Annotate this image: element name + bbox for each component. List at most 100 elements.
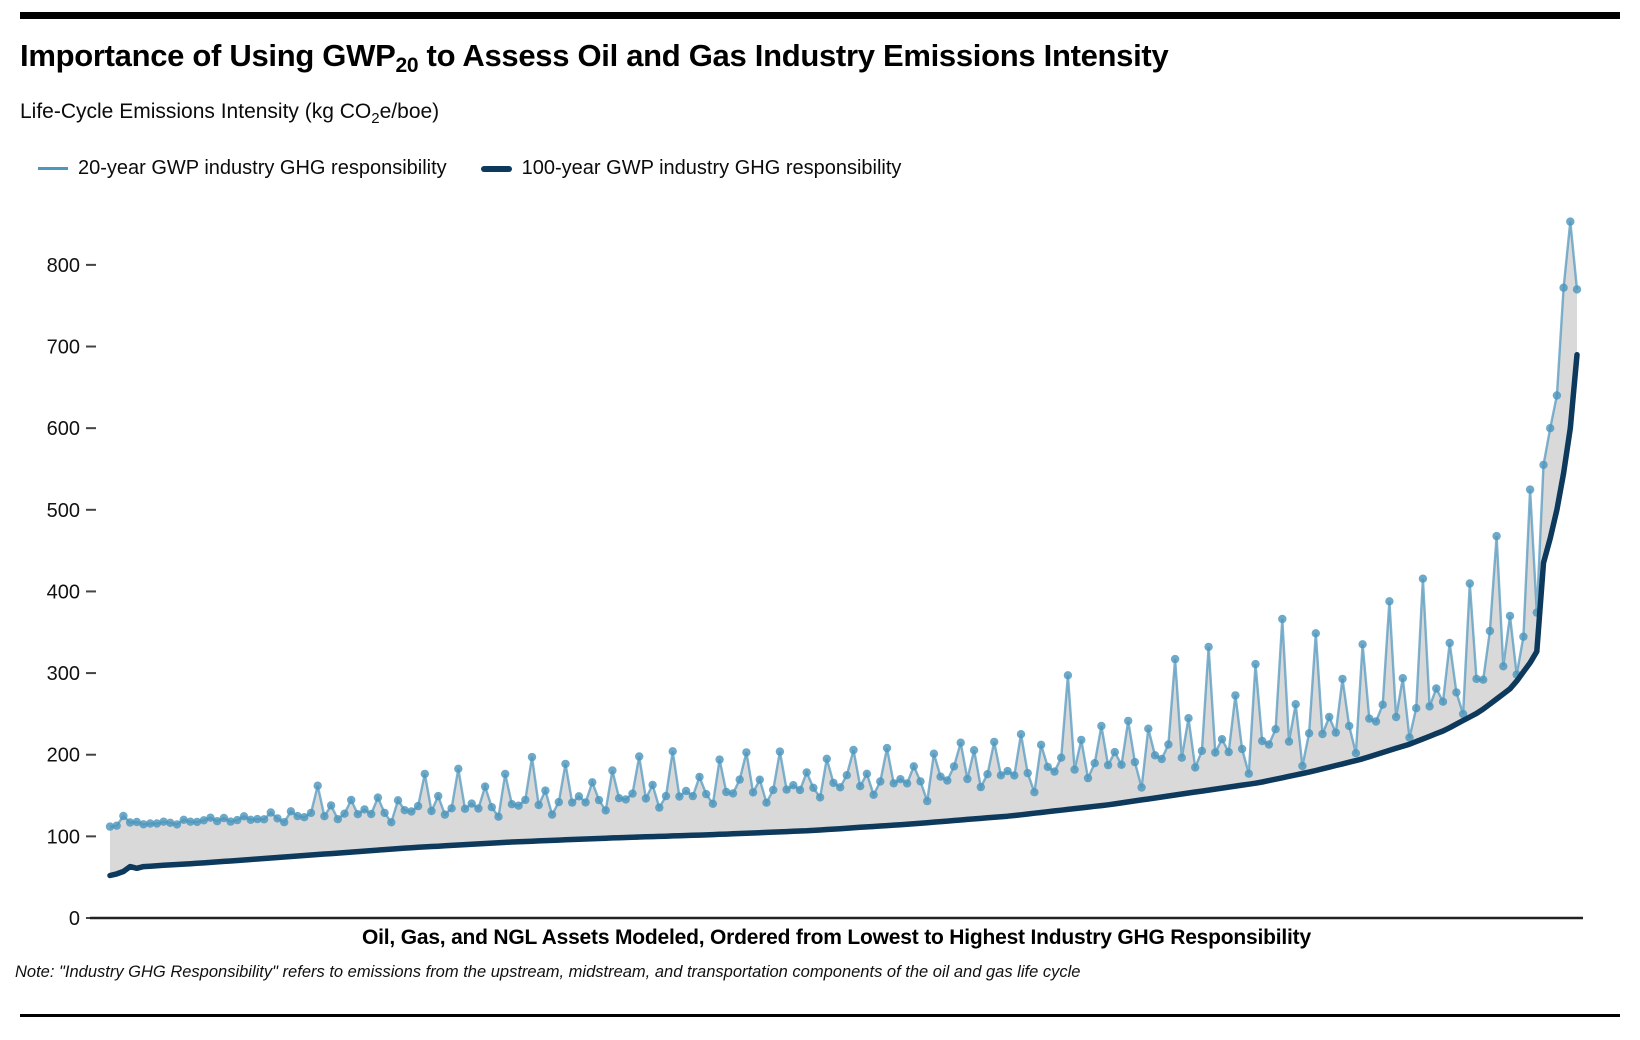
gwp20-marker [1298,761,1307,771]
gwp20-marker [313,781,322,790]
gwp20-marker [105,822,115,831]
y-tick-label: 600 [47,418,80,440]
gwp20-marker [1566,217,1575,226]
gwp20-marker [1258,736,1267,746]
gwp20-marker [199,816,208,825]
gwp20-marker [1271,725,1280,734]
gwp20-marker [949,762,959,771]
gwp20-marker [862,769,872,778]
gwp100-line-swatch-icon [480,165,512,172]
gwp20-marker [956,738,965,747]
gwp20-marker [440,810,450,819]
gwp20-marker [996,771,1006,780]
legend-label-gwp20: 20-year GWP industry GHG responsibility [78,157,447,179]
gwp20-marker [943,776,952,785]
y-tick-label: 300 [47,663,80,685]
gwp20-marker [1412,704,1421,713]
gwp20-marker [1117,760,1126,769]
gwp20-marker [320,812,329,821]
gwp20-marker [869,790,878,799]
gwp20-marker [1432,684,1441,693]
gwp20-marker [1170,654,1180,664]
gwp20-marker [568,798,577,807]
gwp20-marker [266,808,275,817]
gwp20-marker [1438,697,1448,706]
gwp20-marker [1036,740,1046,749]
gwp20-marker [501,769,510,779]
legend-item-gwp100: 100-year GWP industry GHG responsibility [480,157,901,180]
gwp20-marker [856,782,865,791]
gwp20-marker [1572,285,1582,294]
gwp20-marker [1311,629,1321,638]
gwp20-marker [1231,691,1240,700]
gwp20-marker [681,786,691,796]
gwp20-marker [125,818,135,827]
gwp20-marker [132,817,141,827]
gwp20-marker [1137,783,1146,792]
gwp20-marker [902,779,912,788]
gwp20-marker [541,786,550,795]
gwp20-marker [762,798,771,807]
gwp20-marker [1525,485,1535,494]
page-title-suffix: to Assess Oil and Gas Industry Emissions… [418,38,1169,73]
gwp20-marker [1385,597,1394,606]
gwp100-series-line [107,351,1580,879]
gwp20-marker [280,818,289,827]
gwp20-marker [1030,788,1039,797]
gwp20-marker [333,815,342,824]
gwp20-marker [1244,769,1254,778]
gwp20-marker [427,806,436,816]
y-tick-label: 400 [47,581,80,603]
gwp20-marker [353,810,362,819]
gwp20-marker [916,777,925,786]
x-axis-label: Oil, Gas, and NGL Assets Modeled, Ordere… [362,926,1311,949]
gwp20-marker [782,785,791,794]
gwp20-marker [581,798,590,807]
gwp20-marker [842,771,851,780]
gwp20-marker [1211,748,1220,757]
gwp20-marker [909,762,918,771]
gwp20-marker [1291,700,1300,709]
gwp20-marker [534,800,543,810]
gwp20-marker [1043,762,1053,772]
gwp20-marker [1070,765,1079,774]
gwp20-marker [1425,702,1434,711]
gwp20-marker [1177,753,1187,762]
page-title-prefix: Importance of Using GWP [20,38,396,73]
gwp20-marker [969,746,979,755]
gwp20-marker [668,747,677,756]
gwp20-marker [407,807,416,816]
gwp20-line-swatch-icon [38,167,68,170]
gwp20-marker [1097,721,1106,731]
gwp20-marker [507,800,517,809]
gwp20-marker [1505,611,1515,621]
gwp20-marker [213,817,222,826]
gwp20-marker [1452,688,1461,697]
gwp20-marker [474,804,483,813]
gwp20-marker [1371,717,1381,726]
gwp20-marker [983,770,992,779]
gwp20-marker [1458,709,1468,719]
gwp20-marker [480,782,490,791]
legend: 20-year GWP industry GHG responsibility … [38,157,901,180]
bottom-rule [20,1014,1620,1017]
gwp20-marker [1237,744,1247,754]
gwp20-marker [460,804,470,813]
gwp20-marker [688,791,697,801]
chart-subtitle: Life-Cycle Emissions Intensity (kg CO2e/… [20,100,439,127]
gwp20-marker [675,792,684,801]
gwp20-marker [789,781,798,790]
gwp20-marker [1539,460,1548,470]
gwp20-marker [635,752,644,761]
gwp20-marker [1003,766,1012,776]
gwp20-marker [608,766,617,775]
gwp20-marker [1164,740,1173,749]
y-tick-label: 0 [69,908,80,930]
gwp20-marker [963,774,972,784]
gwp20-marker [554,797,563,807]
gwp20-marker [648,780,657,790]
gwp20-marker [1358,640,1367,649]
page-title: Importance of Using GWP20 to Assess Oil … [20,38,1169,77]
gwp20-marker [447,804,456,813]
gwp20-marker [454,764,463,773]
